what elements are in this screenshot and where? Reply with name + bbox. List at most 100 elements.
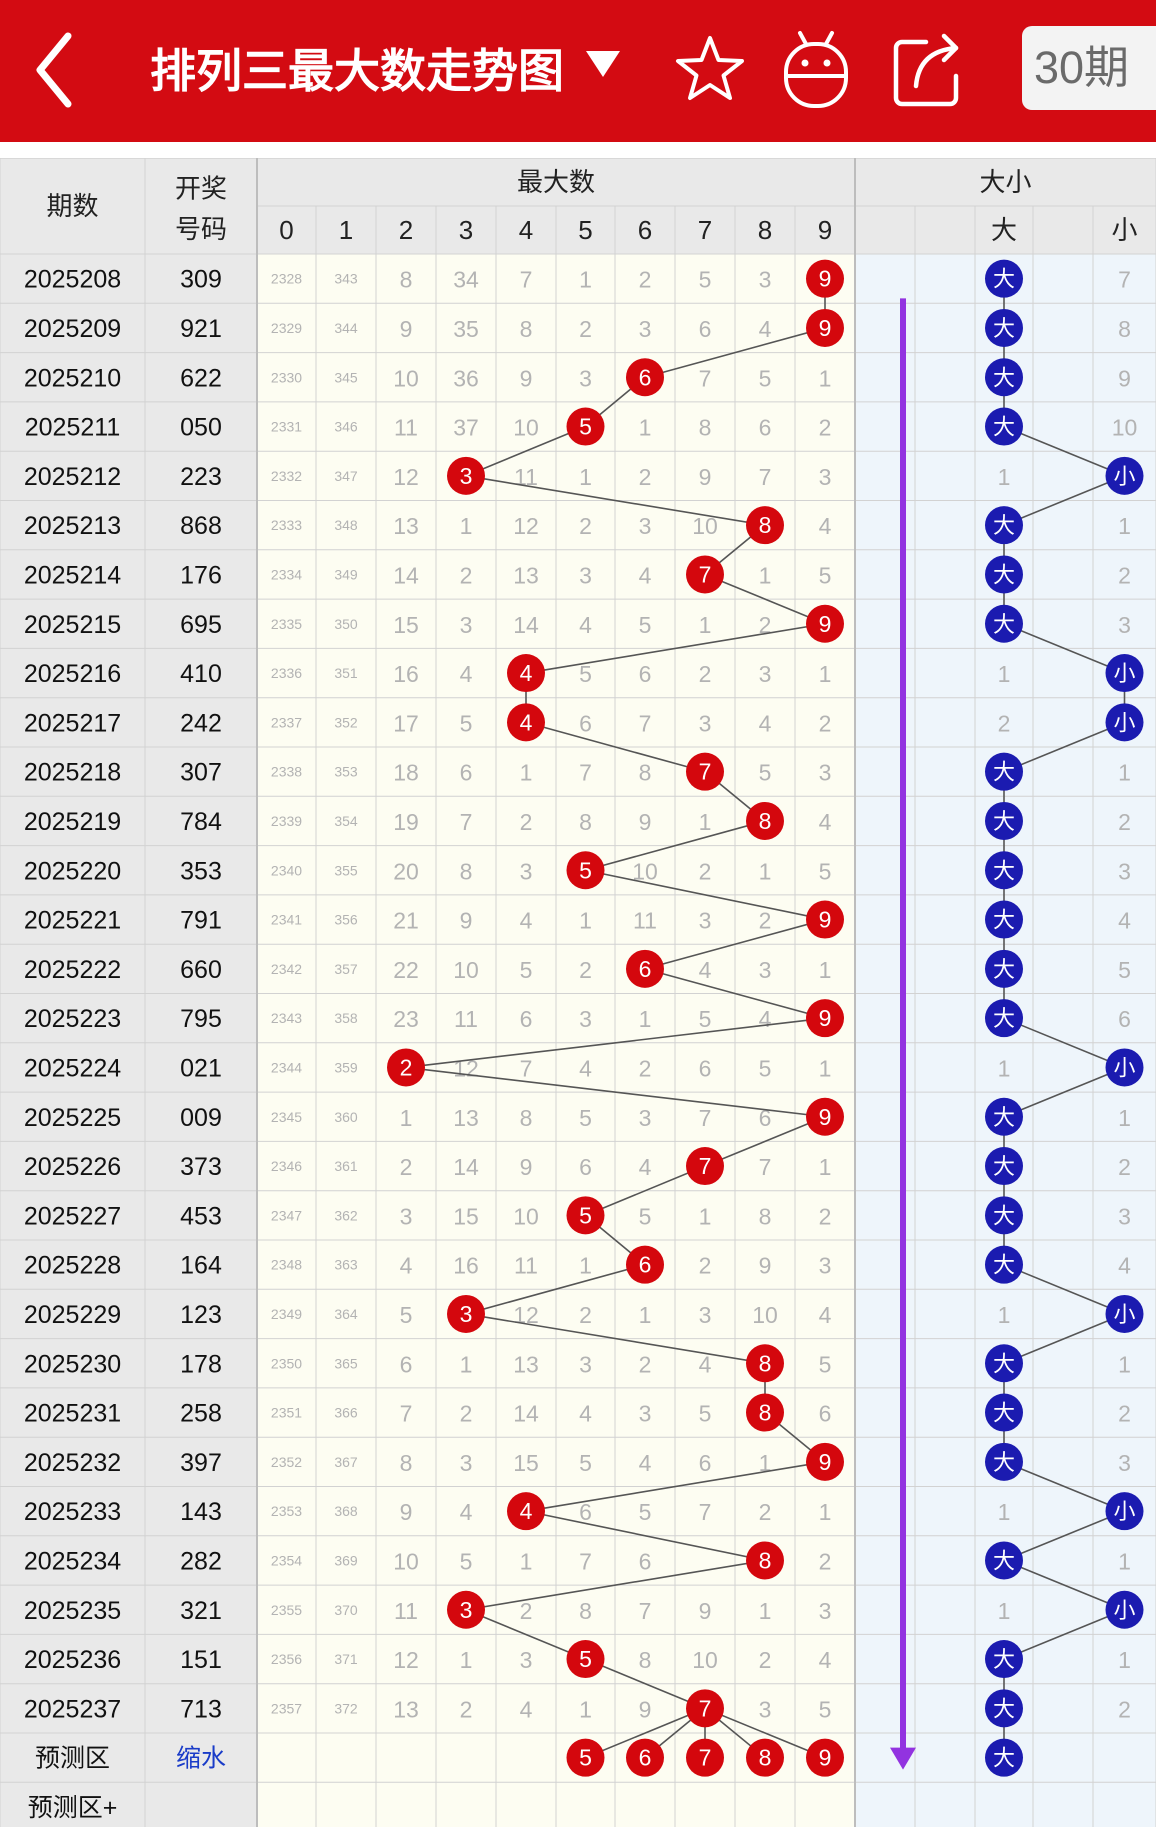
period-cell: 2025212 (24, 463, 121, 491)
miss-value-cell: 8 (520, 1105, 533, 1131)
predict-ball[interactable] (686, 1738, 724, 1777)
back-chevron-icon[interactable] (30, 30, 80, 110)
size-ball (985, 949, 1023, 988)
max-digit-ball (626, 949, 664, 988)
miss-value-cell: 348 (334, 517, 358, 533)
miss-value-cell: 4 (460, 1499, 473, 1525)
period-cell: 2025214 (24, 561, 121, 589)
miss-value-cell: 3 (520, 858, 533, 884)
miss-value-cell: 5 (759, 365, 772, 391)
miss-value-cell: 2 (819, 1548, 832, 1574)
predict-ball[interactable] (626, 1738, 664, 1777)
period-select[interactable]: 30期 (1022, 26, 1156, 110)
share-arrow-icon[interactable] (890, 28, 966, 112)
size-miss-cell: 1 (1118, 513, 1131, 539)
max-trend-line (525, 1461, 826, 1512)
max-trend-line (585, 1658, 706, 1710)
size-ball-label: 大 (993, 1351, 1015, 1376)
miss-value-cell: 8 (639, 760, 652, 786)
miss-value-cell: 351 (334, 665, 358, 681)
predict-plus-row-label: 预测区+ (28, 1794, 118, 1822)
max-digit-ball-label: 8 (759, 1547, 772, 1573)
period-cell: 2025235 (24, 1597, 121, 1625)
miss-value-cell: 4 (639, 1154, 652, 1180)
draw-number-cell: 373 (180, 1153, 222, 1181)
miss-value-cell: 11 (514, 464, 538, 490)
draw-number-cell: 921 (180, 315, 222, 343)
miss-value-cell: 1 (460, 1351, 473, 1377)
miss-value-cell: 1 (819, 661, 832, 687)
size-trend-line (1003, 1017, 1125, 1069)
star-outline-icon[interactable] (672, 28, 748, 112)
miss-value-cell: 2 (460, 562, 473, 588)
max-digit-ball (566, 1196, 605, 1235)
max-digit-ball (806, 900, 844, 939)
miss-value-cell: 5 (819, 1351, 832, 1377)
draw-number-cell: 397 (180, 1449, 222, 1477)
miss-value-cell: 6 (699, 316, 712, 342)
draw-number-cell: 784 (180, 808, 222, 836)
miss-value-cell: 15 (453, 1203, 479, 1229)
max-digit-ball (387, 1048, 425, 1087)
size-ball (985, 999, 1023, 1038)
miss-value-cell: 6 (759, 415, 772, 441)
max-digit-ball-label: 9 (819, 611, 832, 637)
predict-ball[interactable] (746, 1738, 784, 1777)
robot-face-icon[interactable] (778, 28, 854, 112)
size-ball (1105, 1048, 1144, 1087)
size-ball-label: 大 (993, 1647, 1015, 1672)
time-arrow-head-icon (890, 1747, 916, 1770)
miss-value-cell: 2 (639, 267, 652, 293)
miss-value-cell: 2 (460, 1401, 473, 1427)
predict-ball[interactable] (566, 1738, 605, 1777)
miss-value-cell: 356 (334, 912, 358, 928)
size-ball-label: 小 (1113, 464, 1135, 489)
miss-value-cell: 14 (453, 1154, 479, 1180)
size-ball-label: 大 (993, 612, 1015, 637)
size-miss-cell: 9 (1118, 365, 1131, 391)
size-miss-cell: 3 (1118, 1203, 1131, 1229)
miss-value-cell: 371 (334, 1651, 358, 1667)
max-trend-line (465, 1263, 646, 1315)
size-miss-cell: 1 (1118, 1105, 1131, 1131)
max-digit-ball (507, 1492, 545, 1531)
miss-value-cell: 2347 (271, 1207, 302, 1223)
size-ball-label: 小 (1113, 1302, 1135, 1327)
predict-branch-line (585, 1707, 706, 1759)
max-digit-ball-label: 8 (759, 808, 772, 834)
size-trend-line (1003, 721, 1125, 773)
period-cell: 2025223 (24, 1005, 121, 1033)
miss-value-cell: 1 (759, 1598, 772, 1624)
size-miss-cell: 2 (998, 710, 1011, 736)
draw-number-cell: 713 (180, 1695, 222, 1723)
size-trend-line (1003, 1066, 1125, 1118)
shrink-link[interactable]: 缩水 (176, 1745, 226, 1773)
miss-value-cell: 10 (692, 1647, 718, 1673)
miss-value-cell: 10 (453, 957, 479, 983)
miss-value-cell: 2 (759, 1499, 772, 1525)
page-title[interactable]: 排列三最大数走势图 (150, 36, 620, 106)
miss-value-cell: 5 (579, 1450, 592, 1476)
miss-value-cell: 3 (460, 612, 473, 638)
miss-value-cell: 2 (639, 1351, 652, 1377)
miss-value-cell: 3 (819, 1253, 832, 1279)
period-cell: 2025231 (24, 1400, 121, 1428)
miss-value-cell: 8 (460, 858, 473, 884)
miss-value-cell: 2 (579, 957, 592, 983)
miss-value-cell: 9 (639, 809, 652, 835)
miss-value-cell: 1 (819, 365, 832, 391)
miss-value-cell: 2337 (271, 714, 302, 730)
miss-value-cell: 2356 (271, 1651, 302, 1667)
period-cell: 2025232 (24, 1449, 121, 1477)
miss-value-cell: 8 (520, 316, 533, 342)
miss-value-cell: 6 (460, 760, 473, 786)
period-cell: 2025219 (24, 808, 121, 836)
period-cell: 2025233 (24, 1498, 121, 1526)
miss-value-cell: 3 (639, 1105, 652, 1131)
max-digit-ball (507, 703, 545, 742)
size-ball-label: 小 (1113, 1055, 1135, 1080)
predict-ball[interactable] (806, 1738, 844, 1777)
max-digit-ball (447, 1294, 485, 1333)
miss-value-cell: 364 (334, 1306, 358, 1322)
period-cell: 2025209 (24, 315, 121, 343)
